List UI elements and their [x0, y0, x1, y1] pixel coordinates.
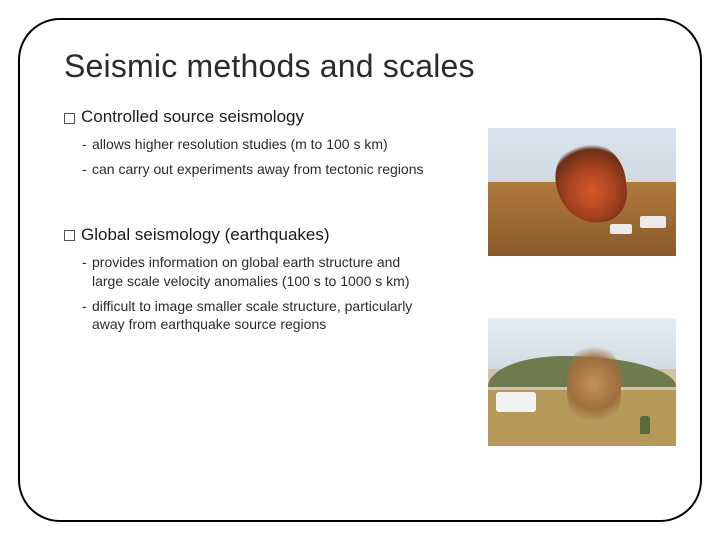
photo-controlled-source-explosion — [488, 128, 676, 256]
section-heading-text: Global seismology (earthquakes) — [81, 225, 330, 245]
bullet-item: allows higher resolution studies (m to 1… — [82, 135, 424, 154]
slide-frame: Seismic methods and scales Controlled so… — [18, 18, 702, 522]
section-heading-text: Controlled source seismology — [81, 107, 304, 127]
bullet-list: allows higher resolution studies (m to 1… — [64, 135, 424, 179]
checkbox-bullet-icon — [64, 113, 75, 124]
bullet-item: difficult to image smaller scale structu… — [82, 297, 424, 335]
photo-field-seismic-survey — [488, 318, 676, 446]
slide-title: Seismic methods and scales — [64, 48, 656, 85]
bullet-item: can carry out experiments away from tect… — [82, 160, 424, 179]
bullet-list: provides information on global earth str… — [64, 253, 424, 335]
checkbox-bullet-icon — [64, 230, 75, 241]
section-heading: Controlled source seismology — [64, 107, 656, 127]
bullet-item: provides information on global earth str… — [82, 253, 424, 291]
